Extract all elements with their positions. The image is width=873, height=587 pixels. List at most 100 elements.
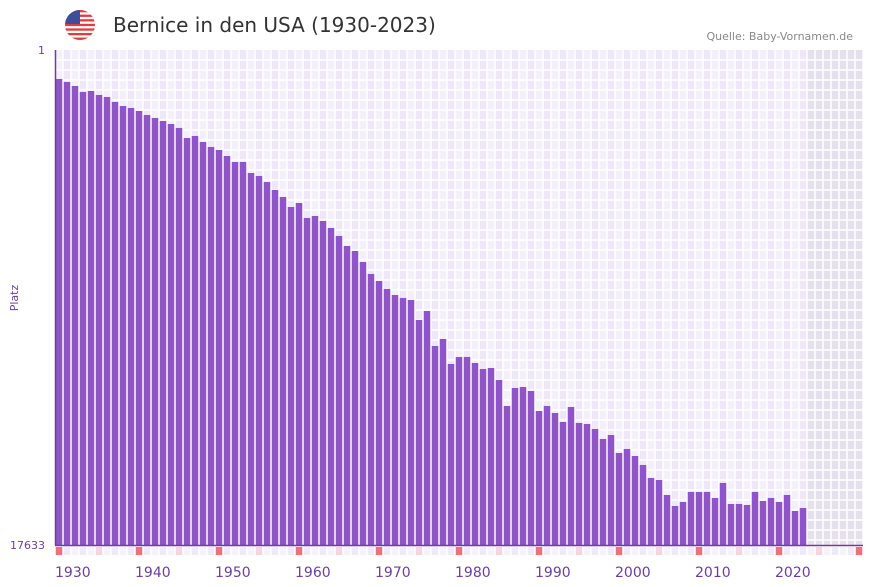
bar-2009 — [687, 491, 695, 545]
bar-1957 — [271, 189, 279, 545]
year-marker-1954 — [247, 547, 255, 555]
bar-1971 — [383, 288, 391, 545]
year-marker-1971 — [383, 547, 391, 555]
y-axis-label: Platz — [8, 285, 21, 312]
x-tick-label: 1990 — [535, 565, 571, 581]
year-marker-1943 — [159, 547, 167, 555]
year-marker-2004 — [647, 547, 655, 555]
grid-column — [751, 50, 759, 545]
year-marker-2030 — [855, 547, 863, 555]
grid-column — [767, 50, 775, 545]
bar-1952 — [231, 161, 239, 546]
bar-2014 — [727, 503, 735, 545]
grid-column — [415, 50, 423, 545]
year-marker-1998 — [599, 547, 607, 555]
bar-2010 — [695, 491, 703, 545]
year-marker-1964 — [327, 547, 335, 555]
year-marker-1984 — [487, 547, 495, 555]
grid-column — [623, 50, 631, 545]
year-marker-1942 — [151, 547, 159, 555]
grid-column — [703, 50, 711, 545]
bar-1937 — [111, 101, 119, 545]
bar-2003 — [639, 464, 647, 545]
year-marker-1989 — [527, 547, 535, 555]
year-marker-2013 — [719, 547, 727, 555]
bar-2006 — [663, 494, 671, 545]
x-tick-label: 1960 — [295, 565, 331, 581]
bar-1947 — [191, 135, 199, 545]
bar-1970 — [375, 280, 383, 545]
bar-1988 — [519, 386, 527, 545]
bar-1950 — [215, 149, 223, 545]
year-marker-2026 — [823, 547, 831, 555]
year-marker-1936 — [103, 547, 111, 555]
bar-1948 — [199, 141, 207, 545]
bar-1993 — [559, 421, 567, 545]
year-marker-2008 — [679, 547, 687, 555]
source-link[interactable]: Quelle: Baby-Vornamen.de — [706, 30, 853, 43]
bar-1965 — [335, 235, 343, 545]
year-marker-2019 — [767, 547, 775, 555]
year-marker-1973 — [399, 547, 407, 555]
bar-1977 — [431, 345, 439, 545]
bar-1996 — [583, 423, 591, 545]
bar-1969 — [367, 273, 375, 545]
bar-2016 — [743, 504, 751, 545]
bar-1953 — [239, 161, 247, 546]
year-marker-1962 — [311, 547, 319, 555]
bar-1999 — [607, 434, 615, 545]
grid-column — [431, 50, 439, 545]
grid-column — [783, 50, 791, 545]
year-marker-1969 — [367, 547, 375, 555]
x-tick-label: 1980 — [455, 565, 491, 581]
bar-1958 — [279, 196, 287, 545]
year-marker-2024 — [807, 547, 815, 555]
bar-2004 — [647, 477, 655, 545]
grid-column — [463, 50, 471, 545]
bar-1979 — [447, 363, 455, 545]
bar-2001 — [623, 448, 631, 545]
year-marker-1978 — [439, 547, 447, 555]
bar-1955 — [255, 175, 263, 546]
grid-column — [671, 50, 679, 545]
year-marker-1979 — [447, 547, 455, 555]
bar-2018 — [759, 500, 767, 545]
bar-2000 — [615, 452, 623, 545]
bar-1981 — [463, 356, 471, 545]
bar-1997 — [591, 428, 599, 545]
year-marker-1972 — [391, 547, 399, 555]
year-marker-1990 — [535, 547, 543, 555]
bar-1982 — [471, 362, 479, 545]
year-marker-2016 — [743, 547, 751, 555]
year-marker-1945 — [175, 547, 183, 555]
year-marker-1944 — [167, 547, 175, 555]
year-marker-1992 — [551, 547, 559, 555]
grid-column — [687, 50, 695, 545]
bar-1944 — [167, 123, 175, 545]
year-marker-1937 — [111, 547, 119, 555]
year-marker-1948 — [199, 547, 207, 555]
year-marker-2009 — [687, 547, 695, 555]
bar-1998 — [599, 438, 607, 545]
chart-title: Bernice in den USA (1930-2023) — [113, 13, 436, 37]
x-tick-label: 1950 — [215, 565, 251, 581]
year-marker-2025 — [815, 547, 823, 555]
year-marker-2020 — [775, 547, 783, 555]
bar-1962 — [311, 215, 319, 545]
bar-1992 — [551, 412, 559, 545]
year-marker-1940 — [135, 547, 143, 555]
bar-1989 — [527, 390, 535, 545]
grid-column — [543, 50, 551, 545]
grid-column — [399, 50, 407, 545]
bar-1968 — [359, 261, 367, 545]
year-marker-1939 — [127, 547, 135, 555]
bar-1951 — [223, 155, 231, 545]
bar-2023 — [799, 507, 807, 545]
bar-1954 — [247, 172, 255, 545]
year-marker-2005 — [655, 547, 663, 555]
year-marker-1958 — [279, 547, 287, 555]
grid-column — [559, 50, 567, 545]
x-tick-label: 1940 — [135, 565, 171, 581]
year-marker-2028 — [839, 547, 847, 555]
year-marker-1938 — [119, 547, 127, 555]
